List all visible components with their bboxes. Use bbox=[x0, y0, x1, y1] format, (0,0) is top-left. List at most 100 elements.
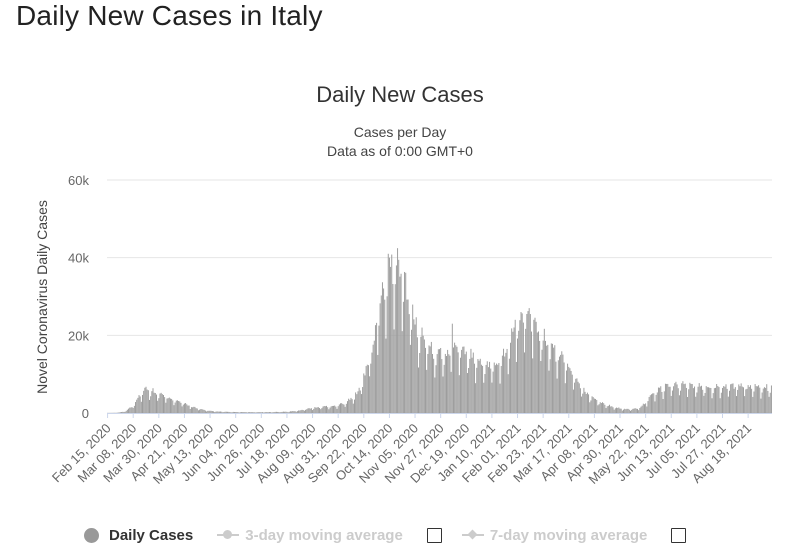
bar[interactable] bbox=[734, 387, 736, 413]
bar[interactable] bbox=[711, 398, 713, 413]
bar[interactable] bbox=[691, 383, 693, 413]
bar[interactable] bbox=[634, 408, 636, 413]
bar[interactable] bbox=[416, 337, 418, 413]
bar[interactable] bbox=[220, 411, 222, 413]
bar[interactable] bbox=[149, 399, 150, 413]
bar[interactable] bbox=[493, 362, 495, 413]
bar[interactable] bbox=[402, 301, 404, 413]
bar[interactable] bbox=[340, 403, 341, 413]
bar[interactable] bbox=[454, 342, 456, 413]
bar[interactable] bbox=[391, 254, 393, 413]
bar[interactable] bbox=[582, 393, 584, 413]
bar[interactable] bbox=[630, 410, 631, 413]
bar[interactable] bbox=[668, 386, 670, 413]
bar[interactable] bbox=[225, 411, 227, 413]
bar[interactable] bbox=[278, 412, 280, 413]
bar[interactable] bbox=[635, 408, 637, 413]
bar[interactable] bbox=[612, 407, 614, 413]
bar[interactable] bbox=[485, 364, 487, 413]
bar[interactable] bbox=[576, 378, 578, 413]
bar[interactable] bbox=[334, 405, 336, 413]
bar[interactable] bbox=[498, 362, 500, 413]
bar[interactable] bbox=[347, 401, 348, 413]
bar[interactable] bbox=[172, 400, 174, 413]
bar[interactable] bbox=[687, 396, 689, 413]
bar[interactable] bbox=[657, 387, 659, 413]
bar[interactable] bbox=[591, 396, 593, 413]
bar[interactable] bbox=[378, 325, 380, 413]
bar[interactable] bbox=[715, 387, 716, 413]
bar[interactable] bbox=[363, 373, 365, 413]
bar[interactable] bbox=[354, 399, 355, 413]
bar[interactable] bbox=[507, 374, 509, 413]
bar[interactable] bbox=[585, 393, 587, 413]
bar[interactable] bbox=[692, 388, 694, 413]
bar[interactable] bbox=[547, 344, 549, 413]
bar[interactable] bbox=[193, 406, 195, 413]
bar[interactable] bbox=[451, 323, 453, 413]
bar[interactable] bbox=[656, 392, 658, 413]
bar[interactable] bbox=[738, 384, 740, 413]
bar[interactable] bbox=[291, 411, 293, 413]
bar[interactable] bbox=[472, 352, 474, 413]
bar[interactable] bbox=[243, 412, 245, 413]
bar[interactable] bbox=[271, 412, 273, 413]
bar[interactable] bbox=[478, 360, 480, 413]
bar[interactable] bbox=[525, 328, 527, 413]
bar[interactable] bbox=[517, 338, 518, 413]
bar[interactable] bbox=[717, 386, 719, 413]
bar[interactable] bbox=[204, 410, 206, 413]
bar[interactable] bbox=[758, 385, 760, 413]
bar[interactable] bbox=[491, 382, 493, 413]
bar[interactable] bbox=[426, 369, 428, 413]
bar[interactable] bbox=[365, 366, 367, 413]
bar[interactable] bbox=[503, 348, 505, 413]
bar[interactable] bbox=[564, 383, 566, 413]
bar[interactable] bbox=[723, 386, 725, 413]
bar[interactable] bbox=[748, 386, 750, 413]
bar[interactable] bbox=[279, 412, 281, 413]
bar[interactable] bbox=[628, 409, 630, 413]
bar[interactable] bbox=[535, 321, 537, 413]
bar[interactable] bbox=[390, 266, 392, 413]
bar[interactable] bbox=[200, 409, 202, 413]
bar[interactable] bbox=[464, 354, 466, 413]
bar[interactable] bbox=[245, 412, 247, 413]
bar[interactable] bbox=[227, 411, 229, 413]
bar[interactable] bbox=[676, 384, 678, 413]
bar[interactable] bbox=[409, 344, 411, 413]
bar[interactable] bbox=[167, 398, 169, 413]
bar[interactable] bbox=[616, 407, 617, 413]
bar[interactable] bbox=[578, 383, 580, 413]
bar[interactable] bbox=[241, 412, 242, 413]
bar[interactable] bbox=[165, 402, 167, 413]
bar[interactable] bbox=[529, 314, 531, 413]
bar[interactable] bbox=[260, 412, 262, 413]
bar[interactable] bbox=[730, 384, 732, 413]
bar[interactable] bbox=[726, 388, 728, 413]
bar[interactable] bbox=[513, 327, 515, 414]
bar[interactable] bbox=[471, 357, 473, 413]
bar[interactable] bbox=[550, 343, 552, 413]
bar[interactable] bbox=[222, 412, 224, 413]
bar[interactable] bbox=[344, 406, 346, 413]
bar[interactable] bbox=[356, 394, 358, 413]
bar[interactable] bbox=[492, 371, 494, 413]
bar[interactable] bbox=[145, 386, 147, 413]
bar[interactable] bbox=[755, 386, 757, 413]
bar[interactable] bbox=[176, 400, 178, 413]
bar[interactable] bbox=[294, 411, 296, 413]
bar[interactable] bbox=[619, 408, 621, 413]
bar[interactable] bbox=[122, 411, 124, 413]
legend-item-daily-cases[interactable]: Daily Cases bbox=[84, 527, 193, 544]
bar[interactable] bbox=[323, 405, 325, 413]
bar[interactable] bbox=[623, 409, 624, 413]
bar[interactable] bbox=[185, 403, 187, 413]
bar[interactable] bbox=[287, 412, 289, 413]
bar[interactable] bbox=[551, 343, 553, 413]
bar[interactable] bbox=[218, 411, 220, 413]
bar[interactable] bbox=[432, 353, 433, 413]
legend-item-7-day-average[interactable]: 7-day moving average bbox=[461, 527, 647, 544]
bar[interactable] bbox=[770, 385, 772, 413]
bar[interactable] bbox=[624, 408, 626, 413]
